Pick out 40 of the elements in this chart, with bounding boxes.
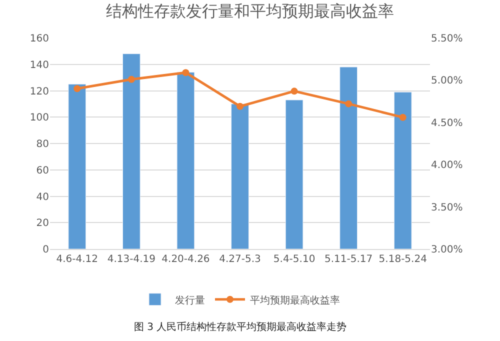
x-tick-label: 5.18-5.24 [378, 254, 427, 265]
y2-tick-label: 3.50% [431, 202, 463, 214]
y-tick-label: 20 [36, 218, 49, 230]
legend-label: 发行量 [175, 295, 205, 306]
y-tick-label: 0 [42, 244, 49, 256]
y-tick-label: 160 [30, 34, 49, 44]
y2-tick-label: 4.00% [431, 160, 463, 172]
caption: 图 3 人民币结构性存款平均预期最高收益率走势 [134, 321, 347, 333]
y2-tick-label: 4.50% [431, 118, 463, 129]
bar [68, 84, 86, 249]
y2-tick-label: 5.00% [431, 76, 463, 87]
y2-tick-label: 5.50% [431, 34, 463, 44]
y-tick-label: 120 [30, 86, 49, 98]
legend-label: 平均预期最高收益率 [250, 294, 340, 306]
point [182, 69, 190, 76]
y-tick-label: 100 [30, 112, 49, 124]
bar [176, 72, 195, 249]
x-tick-label: 4.13-4.19 [107, 254, 156, 265]
x-tick-label: 4.20-4.26 [162, 254, 210, 265]
point [74, 85, 81, 92]
chart-title: 结构性存款发行量和平均预期最高收益率 [106, 1, 394, 20]
bar [122, 54, 140, 249]
bar [285, 100, 304, 249]
y-tick-label: 40 [36, 192, 49, 203]
point [290, 88, 298, 95]
x-tick-label: 4.27-5.3 [219, 254, 261, 265]
bar [231, 104, 249, 249]
x-tick-label: 5.4-5.10 [273, 254, 316, 265]
point [345, 100, 352, 108]
x-tick-label: 4.6-4.12 [56, 254, 98, 265]
y-tick-label: 80 [36, 139, 49, 150]
y-tick-label: 60 [36, 165, 49, 176]
point [128, 76, 135, 83]
x-tick-label: 5.11-5.17 [324, 254, 373, 265]
point [399, 114, 406, 121]
point [236, 102, 244, 110]
y2-tick-label: 3.00% [431, 244, 463, 256]
bar [394, 92, 412, 249]
bar [340, 66, 358, 249]
y-tick-label: 140 [30, 60, 49, 71]
